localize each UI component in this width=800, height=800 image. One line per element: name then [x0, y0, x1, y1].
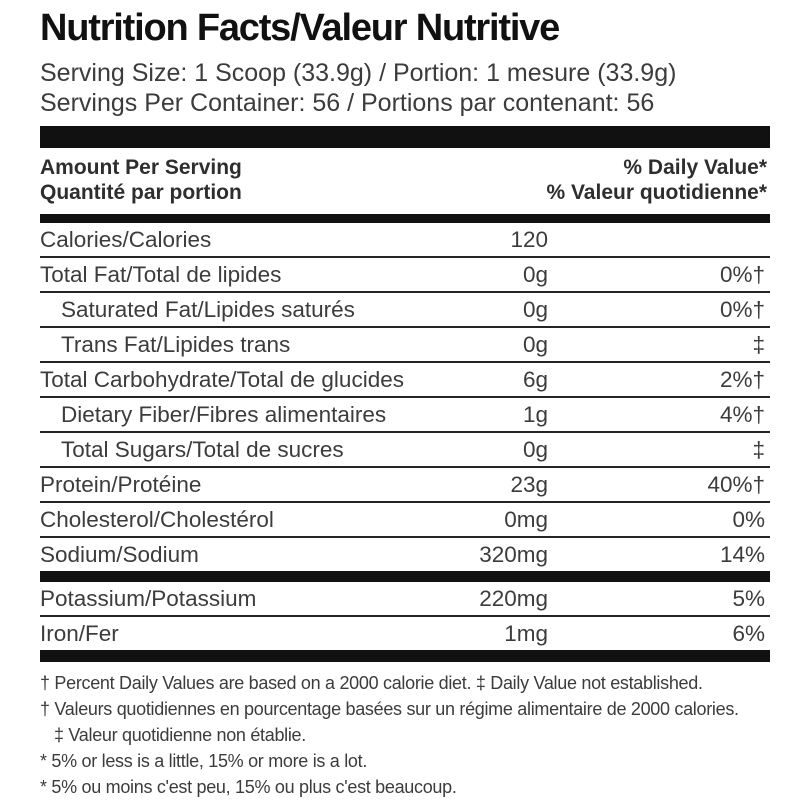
- nutrient-row: Saturated Fat/Lipides saturés 0g 0%†: [40, 293, 770, 326]
- row-divider: [40, 396, 770, 398]
- nutrient-row: Trans Fat/Lipides trans 0g ‡: [40, 328, 770, 361]
- nutrient-daily-value: 6%: [732, 621, 765, 646]
- nutrient-daily-value: 4%†: [719, 402, 765, 427]
- row-divider: [40, 256, 770, 258]
- nutrient-daily-value: 40%†: [707, 472, 765, 497]
- thick-divider: [40, 571, 770, 582]
- amount-per-serving-en: Amount Per Serving: [40, 156, 242, 179]
- row-divider: [40, 615, 770, 617]
- nutrient-row: Total Fat/Total de lipides 0g 0%†: [40, 258, 770, 291]
- nutrient-amount: 0mg: [504, 507, 548, 532]
- nutrient-name: Protein/Protéine: [40, 472, 202, 497]
- nutrient-daily-value: ‡: [752, 332, 765, 357]
- nutrient-daily-value: 5%: [732, 586, 765, 611]
- footnote: * 5% or less is a little, 15% or more is…: [40, 751, 368, 771]
- nutrient-daily-value: 0%†: [719, 297, 765, 322]
- nutrient-daily-value: 0%†: [719, 262, 765, 287]
- nutrient-name: Calories/Calories: [40, 227, 212, 252]
- row-divider: [40, 536, 770, 538]
- amount-per-serving-header: Amount Per Serving Quantité par portion: [40, 155, 242, 205]
- nutrient-name: Iron/Fer: [40, 621, 119, 646]
- nutrient-row: Protein/Protéine 23g 40%†: [40, 468, 770, 501]
- heavy-divider-top: [40, 126, 770, 148]
- nutrient-amount: 6g: [522, 367, 548, 392]
- nutrition-facts-label: Nutrition Facts/Valeur Nutritive Serving…: [40, 6, 770, 800]
- nutrient-row: Dietary Fiber/Fibres alimentaires 1g 4%†: [40, 398, 770, 431]
- nutrient-amount: 1g: [522, 402, 548, 427]
- nutrient-name: Cholesterol/Cholestérol: [40, 507, 274, 532]
- nutrient-amount: 23g: [510, 472, 548, 497]
- column-headers: Amount Per Serving Quantité par portion …: [40, 148, 770, 214]
- nutrient-name: Dietary Fiber/Fibres alimentaires: [61, 402, 387, 427]
- nutrient-row: Iron/Fer 1mg 6%: [40, 617, 770, 650]
- nutrient-row: Potassium/Potassium 220mg 5%: [40, 582, 770, 615]
- nutrient-daily-value: 2%†: [719, 367, 765, 392]
- medium-divider: [40, 214, 770, 223]
- row-divider: [40, 466, 770, 468]
- footnote: † Percent Daily Values are based on a 20…: [40, 673, 703, 693]
- serving-size-line: Serving Size: 1 Scoop (33.9g) / Portion:…: [40, 59, 677, 87]
- nutrient-name: Total Fat/Total de lipides: [40, 262, 282, 287]
- nutrient-name: Trans Fat/Lipides trans: [61, 332, 291, 357]
- nutrient-amount: 1mg: [504, 621, 548, 646]
- row-divider: [40, 361, 770, 363]
- nutrient-daily-value: 14%: [719, 542, 765, 567]
- row-divider: [40, 326, 770, 328]
- row-divider: [40, 501, 770, 503]
- nutrient-name: Total Carbohydrate/Total de glucides: [40, 367, 404, 392]
- nutrient-amount: 0g: [522, 297, 548, 322]
- row-divider: [40, 291, 770, 293]
- nutrient-daily-value: 0%: [732, 507, 765, 532]
- nutrient-row: Calories/Calories 120: [40, 223, 770, 256]
- nutrient-rows: Calories/Calories 120 Total Fat/Total de…: [40, 223, 770, 662]
- footnote: * 5% ou moins c'est peu, 15% ou plus c'e…: [40, 777, 457, 797]
- daily-value-fr: % Valeur quotidienne*: [546, 181, 767, 204]
- nutrient-amount: 0g: [522, 262, 548, 287]
- footnote: † Valeurs quotidiennes en pourcentage ba…: [40, 699, 739, 745]
- nutrient-amount: 0g: [522, 332, 548, 357]
- nutrient-amount: 0g: [522, 437, 548, 462]
- nutrient-name: Potassium/Potassium: [40, 586, 257, 611]
- servings-per-container-line: Servings Per Container: 56 / Portions pa…: [40, 89, 655, 117]
- label-title: Nutrition Facts/Valeur Nutritive: [40, 7, 560, 49]
- nutrient-name: Total Sugars/Total de sucres: [61, 437, 344, 462]
- nutrient-row: Cholesterol/Cholestérol 0mg 0%: [40, 503, 770, 536]
- nutrient-amount: 320mg: [479, 542, 548, 567]
- nutrient-amount: 220mg: [479, 586, 548, 611]
- amount-per-serving-fr: Quantité par portion: [40, 181, 242, 204]
- daily-value-en: % Daily Value*: [623, 156, 767, 179]
- thick-divider: [40, 650, 770, 662]
- nutrient-name: Saturated Fat/Lipides saturés: [61, 297, 355, 322]
- nutrient-name: Sodium/Sodium: [40, 542, 199, 567]
- nutrient-daily-value: ‡: [752, 437, 765, 462]
- row-divider: [40, 431, 770, 433]
- nutrient-row: Sodium/Sodium 320mg 14%: [40, 538, 770, 571]
- footnotes: † Percent Daily Values are based on a 20…: [40, 670, 770, 800]
- nutrient-row: Total Carbohydrate/Total de glucides 6g …: [40, 363, 770, 396]
- nutrient-amount: 120: [510, 227, 548, 252]
- nutrient-row: Total Sugars/Total de sucres 0g ‡: [40, 433, 770, 466]
- daily-value-header: % Daily Value* % Valeur quotidienne*: [546, 155, 770, 205]
